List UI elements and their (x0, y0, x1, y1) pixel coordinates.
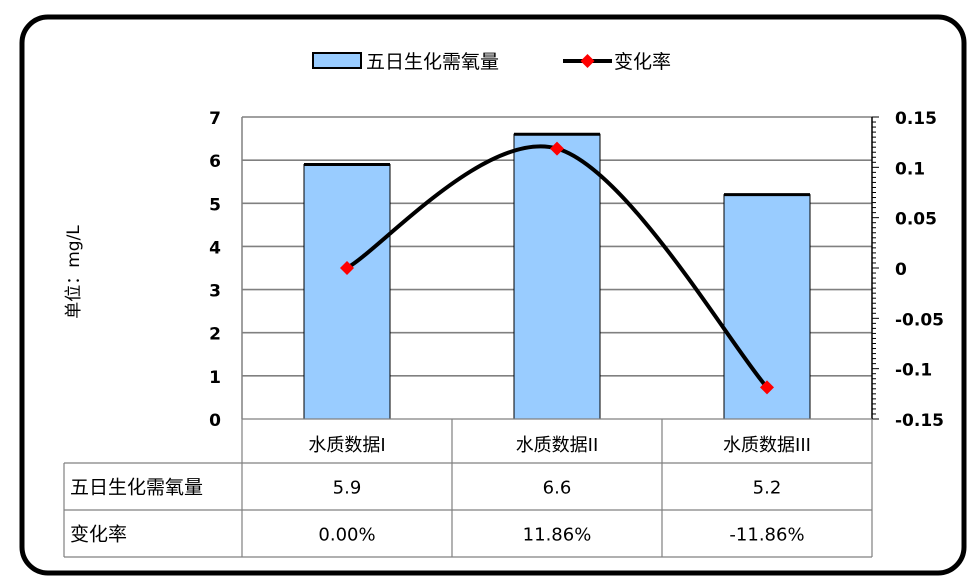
data-table: 水质数据I 水质数据II 水质数据III 五日生化需氧量 5.9 6.6 5.2 变化率 0.0… (63, 418, 873, 558)
chart-border (19, 14, 967, 576)
y2-tick-label: -0.15 (895, 411, 944, 431)
bar (303, 163, 391, 420)
bar (513, 133, 601, 420)
y-tick-label: 3 (209, 282, 221, 302)
axes: 0 1 2 3 4 5 6 7 0.15 0.1 0.05 0 -0.05 -0.1 -0.15 (209, 109, 944, 431)
rate-line-layer (340, 141, 774, 395)
table-row-label: 五日生化需氧量 (70, 477, 203, 499)
y2-tick-label: 0.1 (895, 159, 925, 179)
table-cell: 0.00% (318, 525, 375, 546)
y-tick-label: 1 (209, 368, 221, 388)
y2-tick-label: 0 (895, 260, 907, 280)
rate-marker (340, 261, 354, 275)
table-cell: 5.2 (753, 478, 782, 499)
y2-tick-label: -0.05 (895, 310, 944, 330)
table-cell: 5.9 (333, 478, 362, 499)
category-label: 水质数据I (308, 435, 385, 456)
y-tick-label: 6 (209, 152, 221, 172)
legend-line-label: 变化率 (614, 51, 671, 73)
y-tick-label: 0 (209, 411, 221, 431)
rate-marker (550, 141, 564, 156)
table-cell: 6.6 (543, 478, 572, 499)
bars (303, 132, 811, 420)
category-label: 水质数据III (723, 435, 811, 456)
legend: 五日生化需氧量 变化率 (312, 51, 671, 73)
category-label: 水质数据II (516, 435, 599, 456)
legend-bar-swatch (312, 52, 362, 69)
legend-line-marker (580, 54, 595, 68)
y-axis-title: 单位：mg/L (64, 225, 84, 319)
table-cell: -11.86% (729, 525, 804, 546)
y2-tick-label: 0.05 (895, 210, 937, 230)
y-tick-label: 4 (209, 238, 221, 258)
table-row-label: 变化率 (70, 524, 127, 546)
table-cell: 11.86% (523, 525, 592, 546)
legend-bar-label: 五日生化需氧量 (366, 51, 499, 73)
y-tick-label: 2 (209, 325, 221, 345)
y2-tick-label: -0.1 (895, 361, 932, 381)
y2-tick-label: 0.15 (895, 109, 937, 129)
y-tick-label: 5 (209, 195, 221, 215)
y-tick-label: 7 (209, 109, 221, 129)
rate-marker (760, 380, 774, 395)
